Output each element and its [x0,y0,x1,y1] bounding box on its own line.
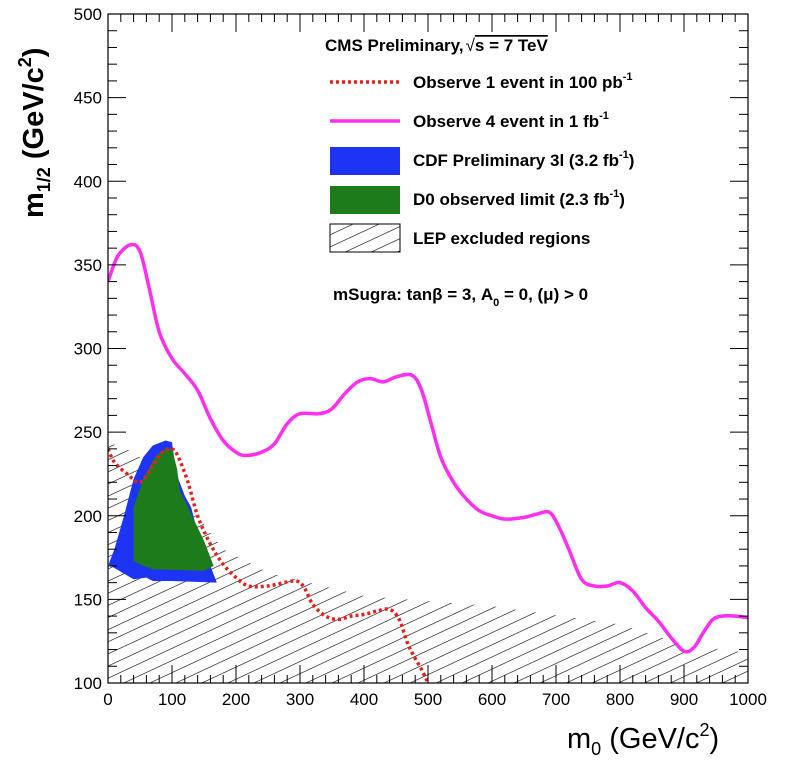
legend-label-observe-4-event: Observe 4 event in 1 fb-1 [413,110,609,131]
legend-swatch-lep [329,223,401,253]
x-tick-label: 400 [350,690,378,709]
x-tick-label: 1000 [729,690,767,709]
x-tick-label: 900 [670,690,698,709]
curve-observe-4-event-1fb [108,242,748,654]
x-tick-label: 800 [606,690,634,709]
legend-label-lep: LEP excluded regions [413,229,590,248]
curve-observe-1-event-100pb [108,446,430,683]
legend: CMS Preliminary, √s = 7 TeV Observe 1 eve… [325,36,634,309]
legend-label-observe-1-event: Observe 1 event in 100 pb-1 [413,71,633,92]
lep-excluded-region [108,442,748,683]
y-tick-label: 150 [74,590,102,609]
model-parameters-note: mSugra: tanβ = 3, A0 = 0, (μ) > 0 [333,285,588,309]
x-tick-label: 200 [222,690,250,709]
y-tick-label: 200 [74,507,102,526]
y-tick-label: 300 [74,340,102,359]
y-tick-label: 250 [74,423,102,442]
x-tick-label: 100 [158,690,186,709]
d0-excluded-region [133,448,214,571]
legend-label-d0: D0 observed limit (2.3 fb-1) [413,188,625,209]
x-tick-label: 500 [414,690,442,709]
y-tick-label: 500 [74,5,102,24]
legend-header: CMS Preliminary, √s = 7 TeV [325,36,549,55]
y-tick-label: 400 [74,172,102,191]
y-tick-label: 100 [74,674,102,693]
y-tick-label: 450 [74,89,102,108]
x-tick-label: 0 [103,690,112,709]
legend-swatch-d0 [330,186,400,214]
x-tick-label: 300 [286,690,314,709]
x-tick-label: 700 [542,690,570,709]
legend-swatch-cdf [330,147,400,175]
x-axis-title: m0 (GeV/c2) [567,720,719,759]
y-axis-title: m1/2 (GeV/c2) [15,48,54,218]
legend-label-cdf: CDF Preliminary 3l (3.2 fb-1) [413,149,634,170]
x-tick-label: 600 [478,690,506,709]
y-tick-label: 350 [74,256,102,275]
